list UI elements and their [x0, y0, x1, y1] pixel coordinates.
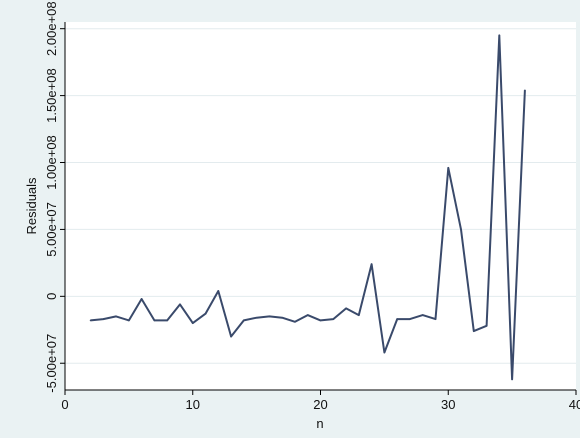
data-point [179, 303, 181, 306]
data-point [383, 351, 386, 354]
data-point [243, 319, 245, 322]
data-point [434, 318, 437, 320]
data-point [511, 378, 513, 381]
grid-lines [65, 28, 576, 364]
data-point [191, 322, 194, 324]
plot-area [65, 22, 576, 390]
data-point [217, 290, 220, 292]
data-point [115, 315, 117, 318]
y-ticks: -5.00e+07 0 5.00e+07 1.00e+08 1.50e+08 2.00e+… [44, 1, 65, 393]
data-point [473, 330, 475, 332]
data-point [345, 307, 347, 310]
data-point [524, 89, 526, 92]
data-point [89, 319, 92, 322]
y-tick-label: 1.00e+08 [44, 135, 59, 190]
y-tick-label: 2.00e+08 [44, 1, 59, 56]
data-point [447, 167, 450, 169]
x-tick-label: 30 [441, 397, 455, 412]
data-point [255, 316, 258, 319]
data-point [396, 318, 398, 320]
data-point [268, 315, 271, 318]
data-points [89, 34, 526, 381]
data-point [421, 314, 424, 316]
data-point [498, 34, 501, 37]
y-tick-label: 5.00e+07 [44, 202, 59, 257]
data-point [485, 324, 488, 327]
x-ticks: 0 10 20 30 40 [61, 390, 580, 412]
data-point [332, 318, 335, 320]
data-point [153, 319, 156, 322]
x-tick-label: 40 [569, 397, 580, 412]
x-tick-label: 0 [61, 397, 68, 412]
y-tick-label: -5.00e+07 [44, 334, 59, 393]
data-point [409, 318, 411, 320]
data-point [166, 319, 168, 322]
data-point [281, 316, 283, 319]
data-point [230, 335, 232, 338]
data-point [306, 314, 309, 316]
data-point [370, 263, 373, 266]
data-point [294, 320, 296, 323]
data-point [319, 319, 322, 322]
data-point [128, 319, 130, 322]
x-tick-label: 20 [313, 397, 327, 412]
data-point [102, 318, 105, 320]
data-point [460, 228, 462, 231]
y-tick-label: 0 [44, 293, 59, 300]
data-point [358, 314, 360, 316]
y-axis-title: Residuals [24, 177, 39, 235]
x-axis-title: n [316, 416, 323, 431]
data-point [204, 312, 207, 315]
y-tick-label: 1.50e+08 [44, 68, 59, 123]
x-tick-label: 10 [186, 397, 200, 412]
data-point [140, 298, 143, 300]
